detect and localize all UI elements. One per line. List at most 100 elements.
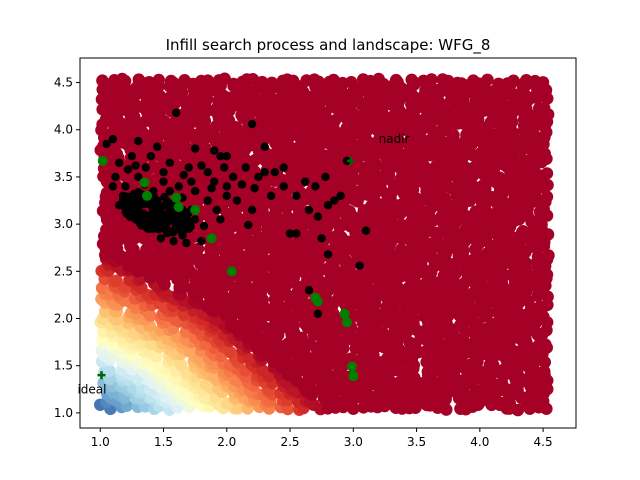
landscape-point: [359, 84, 373, 97]
landscape-point: [256, 319, 269, 333]
landscape-point: [291, 141, 304, 155]
evaluated-point: [361, 226, 371, 235]
evaluated-point: [216, 151, 225, 161]
evaluated-point: [179, 170, 188, 180]
evaluated-point: [220, 163, 229, 172]
evaluated-point: [301, 177, 310, 186]
evaluated-point: [270, 168, 280, 177]
landscape-point: [233, 301, 246, 314]
evaluated-point: [304, 205, 314, 215]
landscape-point: [335, 351, 348, 365]
evaluated-point: [159, 168, 168, 177]
landscape-point: [256, 75, 269, 89]
infill-point: [347, 361, 358, 372]
landscape-point: [217, 89, 230, 102]
evaluated-point: [159, 177, 168, 186]
infill-point: [348, 371, 359, 382]
infill-point: [173, 202, 184, 213]
evaluated-point: [336, 191, 345, 201]
evaluated-point: [182, 238, 191, 248]
y-axis: 1.0 1.5 2.0 2.5 3.0 3.5 4.0 4.5: [54, 76, 80, 420]
infill-points-layer: [97, 155, 359, 382]
evaluated-point: [323, 250, 333, 259]
landscape-point: [391, 75, 404, 89]
landscape-point: [321, 294, 335, 308]
landscape-layer: [94, 72, 555, 417]
evaluated-point: [330, 196, 339, 205]
y-tick-label: 1.0: [54, 406, 73, 420]
landscape-point: [201, 74, 215, 87]
evaluated-point: [170, 225, 180, 235]
evaluated-point: [131, 161, 140, 170]
landscape-point: [391, 281, 404, 294]
landscape-point: [447, 128, 460, 142]
landscape-point: [372, 281, 385, 294]
evaluated-point: [123, 201, 132, 210]
landscape-point: [118, 74, 132, 88]
landscape-point: [345, 192, 358, 205]
landscape-point: [538, 147, 551, 160]
landscape-point: [455, 77, 468, 90]
landscape-point: [507, 74, 520, 87]
evaluated-point: [203, 168, 212, 177]
landscape-point: [458, 160, 471, 174]
infill-point: [139, 177, 150, 188]
evaluated-point: [123, 165, 133, 174]
landscape-point: [144, 337, 158, 351]
landscape-point: [536, 76, 550, 89]
landscape-point: [231, 402, 244, 415]
evaluated-point: [247, 119, 257, 129]
landscape-point: [489, 212, 502, 225]
evaluated-point: [228, 172, 238, 182]
landscape-point: [432, 83, 445, 97]
evaluated-point: [304, 285, 314, 295]
evaluated-point: [156, 234, 166, 243]
evaluated-point: [182, 213, 191, 223]
landscape-point: [110, 274, 123, 287]
x-tick-label: 3.5: [407, 435, 426, 449]
landscape-point: [256, 204, 269, 217]
evaluated-point: [197, 236, 206, 246]
x-tick-label: 3.0: [344, 435, 363, 449]
nadir-marker: [346, 156, 355, 165]
evaluated-point: [187, 177, 196, 186]
evaluated-point: [222, 191, 231, 201]
evaluated-point: [260, 142, 269, 151]
landscape-point: [154, 89, 167, 103]
evaluated-point: [141, 199, 150, 208]
landscape-point: [449, 267, 462, 280]
landscape-point: [408, 371, 421, 385]
landscape-point: [498, 363, 511, 376]
evaluated-point: [152, 142, 162, 151]
landscape-point: [451, 179, 464, 193]
y-tick-label: 4.5: [54, 76, 73, 90]
landscape-point: [255, 108, 269, 122]
evaluated-point: [212, 205, 221, 215]
evaluated-point: [184, 163, 194, 172]
landscape-point: [143, 76, 156, 89]
landscape-point: [298, 167, 311, 180]
landscape-point: [343, 205, 356, 218]
x-tick-label: 4.5: [534, 435, 553, 449]
evaluated-point: [102, 139, 111, 149]
evaluated-point: [279, 182, 288, 191]
landscape-point: [167, 76, 180, 90]
evaluated-point: [207, 184, 216, 193]
evaluated-point: [321, 172, 330, 182]
infill-point: [97, 155, 108, 166]
landscape-point: [286, 74, 300, 88]
landscape-point: [417, 159, 431, 173]
evaluated-point: [247, 205, 257, 215]
infill-point: [312, 296, 323, 307]
evaluated-point: [108, 134, 118, 144]
plot-frame: [79, 57, 577, 429]
landscape-point: [540, 167, 554, 180]
landscape-point: [425, 73, 438, 86]
landscape-point: [110, 147, 124, 160]
evaluated-point: [216, 215, 225, 224]
landscape-point: [265, 76, 279, 90]
y-tick-label: 3.5: [54, 170, 73, 184]
evaluated-point: [146, 151, 156, 161]
landscape-point: [528, 128, 541, 141]
